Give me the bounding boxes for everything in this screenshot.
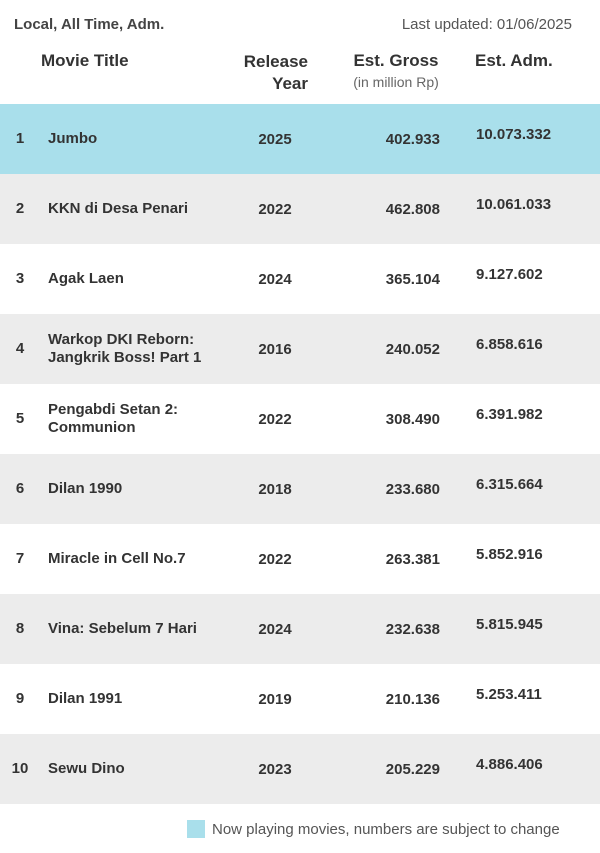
gross-cell: 402.933 [385,131,440,148]
rank-cell: 3 [15,270,25,287]
column-header-gross-label: Est. Gross [353,51,439,70]
title-cell: Dilan 1991 [48,690,123,707]
gross-cell: 365.104 [385,271,440,288]
year-cell: 2022 [258,551,292,568]
column-header-gross-unit: (in million Rp) [353,74,439,90]
adm-cell: 10.073.332 [476,126,552,143]
rank-cell: 6 [15,480,25,497]
gross-cell: 233.680 [385,481,440,498]
last-updated: Last updated: 01/06/2025 [401,16,572,33]
adm-cell: 6.315.664 [476,476,543,493]
gross-cell: 210.136 [385,691,440,708]
adm-cell: 5.815.945 [476,616,543,633]
top-bar: Local, All Time, Adm. Last updated: 01/0… [0,0,600,48]
title-cell: Sewu Dino [48,760,125,777]
column-header-title: Movie Title [41,51,129,70]
table-row: 2 KKN di Desa Penari 2022 462.808 10.061.033 [0,174,600,244]
gross-cell: 308.490 [385,411,440,428]
title-cell: Warkop DKI Reborn: Jangkrik Boss! Part 1 [48,331,202,366]
now-playing-swatch [187,820,205,838]
adm-cell: 6.391.982 [476,406,543,423]
table-row: 3 Agak Laen 2024 365.104 9.127.602 [0,244,600,314]
year-cell: 2016 [258,341,292,358]
table-row: 1 Jumbo 2025 402.933 10.073.332 [0,104,600,174]
rank-cell: 2 [15,200,25,217]
year-cell: 2023 [258,761,292,778]
year-cell: 2024 [258,621,292,638]
table-row: 4 Warkop DKI Reborn: Jangkrik Boss! Part … [0,314,600,384]
table-row: 5 Pengabdi Setan 2: Communion 2022 308.490 6… [0,384,600,454]
title-cell: KKN di Desa Penari [48,200,189,217]
adm-cell: 10.061.033 [476,196,552,213]
table-row: 6 Dilan 1990 2018 233.680 6.315.664 [0,454,600,524]
year-cell: 2024 [258,271,292,288]
title-cell: Miracle in Cell No.7 [48,550,186,567]
year-cell: 2025 [258,131,292,148]
adm-cell: 9.127.602 [476,266,543,283]
title-cell: Agak Laen [48,270,124,287]
year-cell: 2019 [258,691,292,708]
table-row: 10 Sewu Dino 2023 205.229 4.886.406 [0,734,600,804]
adm-cell: 6.858.616 [476,336,543,353]
column-header-year-line2: Year [272,74,308,93]
year-cell: 2022 [258,201,292,218]
gross-cell: 263.381 [385,551,440,568]
column-header-year-line1: Release [243,52,308,71]
rank-cell: 9 [15,690,25,707]
gross-cell: 462.808 [385,201,440,218]
year-cell: 2022 [258,411,292,428]
title-cell: Jumbo [48,130,98,147]
filter-label: Local, All Time, Adm. [14,16,165,33]
table-row: 7 Miracle in Cell No.7 2022 263.381 5.852.91… [0,524,600,594]
gross-cell: 240.052 [385,341,440,358]
table-header: Movie Title Release Year Est. Gross (in … [0,48,600,104]
column-header-adm: Est. Adm. [475,51,553,70]
year-cell: 2018 [258,481,292,498]
gross-cell: 232.638 [385,621,440,638]
rank-cell: 10 [11,760,29,777]
table-body: 1 Jumbo 2025 402.933 10.073.332 2 KKN di Desa … [0,104,600,804]
title-cell: Dilan 1990 [48,480,123,497]
rank-cell: 1 [15,130,25,147]
title-cell: Pengabdi Setan 2: Communion [48,401,179,436]
table-row: 8 Vina: Sebelum 7 Hari 2024 232.638 5.815.94… [0,594,600,664]
adm-cell: 5.852.916 [476,546,543,563]
rank-cell: 4 [15,340,25,357]
column-header-year: Release Year [208,51,308,95]
legend-text: Now playing movies, numbers are subject … [212,821,560,838]
gross-cell: 205.229 [385,761,440,778]
rank-cell: 5 [15,410,25,427]
adm-cell: 5.253.411 [476,686,542,703]
adm-cell: 4.886.406 [476,756,543,773]
table-row: 9 Dilan 1991 2019 210.136 5.253.411 [0,664,600,734]
rank-cell: 8 [15,620,25,637]
title-cell: Vina: Sebelum 7 Hari [48,620,197,637]
column-header-gross: Est. Gross (in million Rp) [336,51,456,90]
rank-cell: 7 [15,550,25,567]
